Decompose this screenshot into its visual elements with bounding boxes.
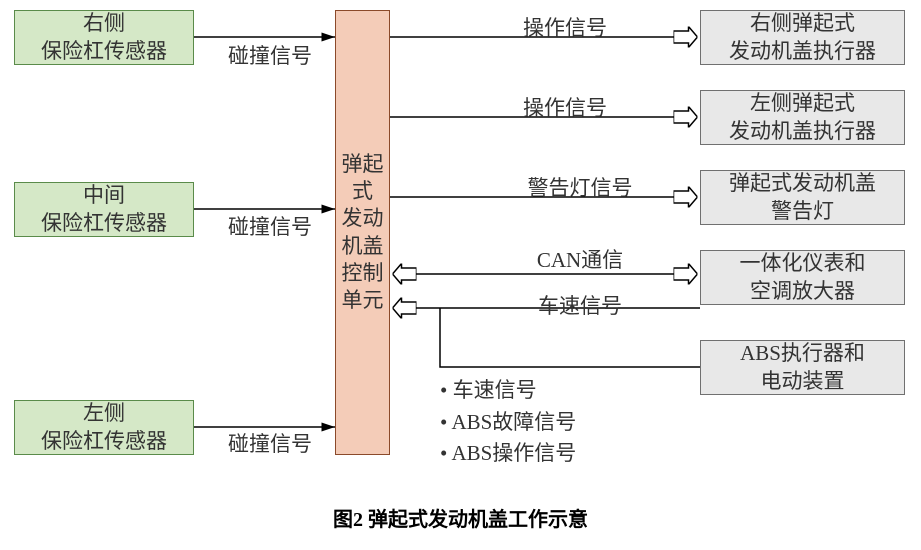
right-signal-2: 警告灯信号 <box>480 172 680 202</box>
right-sensor: 右侧保险杠传感器 <box>14 10 194 65</box>
warning-lamp: 弹起式发动机盖警告灯 <box>700 170 905 225</box>
left-signal-2: 碰撞信号 <box>210 428 330 458</box>
abs-signal-list: 车速信号ABS故障信号ABS操作信号 <box>440 375 576 470</box>
meter-ac: 一体化仪表和空调放大器 <box>700 250 905 305</box>
right-actuator: 右侧弹起式发动机盖执行器 <box>700 10 905 65</box>
middle-sensor: 中间保险杠传感器 <box>14 182 194 237</box>
left-signal-1: 碰撞信号 <box>210 211 330 241</box>
figure-caption: 图2 弹起式发动机盖工作示意 <box>0 503 921 532</box>
right-signal-1: 操作信号 <box>480 92 650 122</box>
left-signal-0: 碰撞信号 <box>210 40 330 70</box>
left-actuator: 左侧弹起式发动机盖执行器 <box>700 90 905 145</box>
right-signal-3: CAN通信 <box>480 244 680 274</box>
abs-unit: ABS执行器和电动装置 <box>700 340 905 395</box>
left-sensor: 左侧保险杠传感器 <box>14 400 194 455</box>
right-signal-0: 操作信号 <box>480 12 650 42</box>
control-unit: 弹起式发动机盖控制单元 <box>335 10 390 455</box>
right-signal-4: 车速信号 <box>480 290 680 320</box>
